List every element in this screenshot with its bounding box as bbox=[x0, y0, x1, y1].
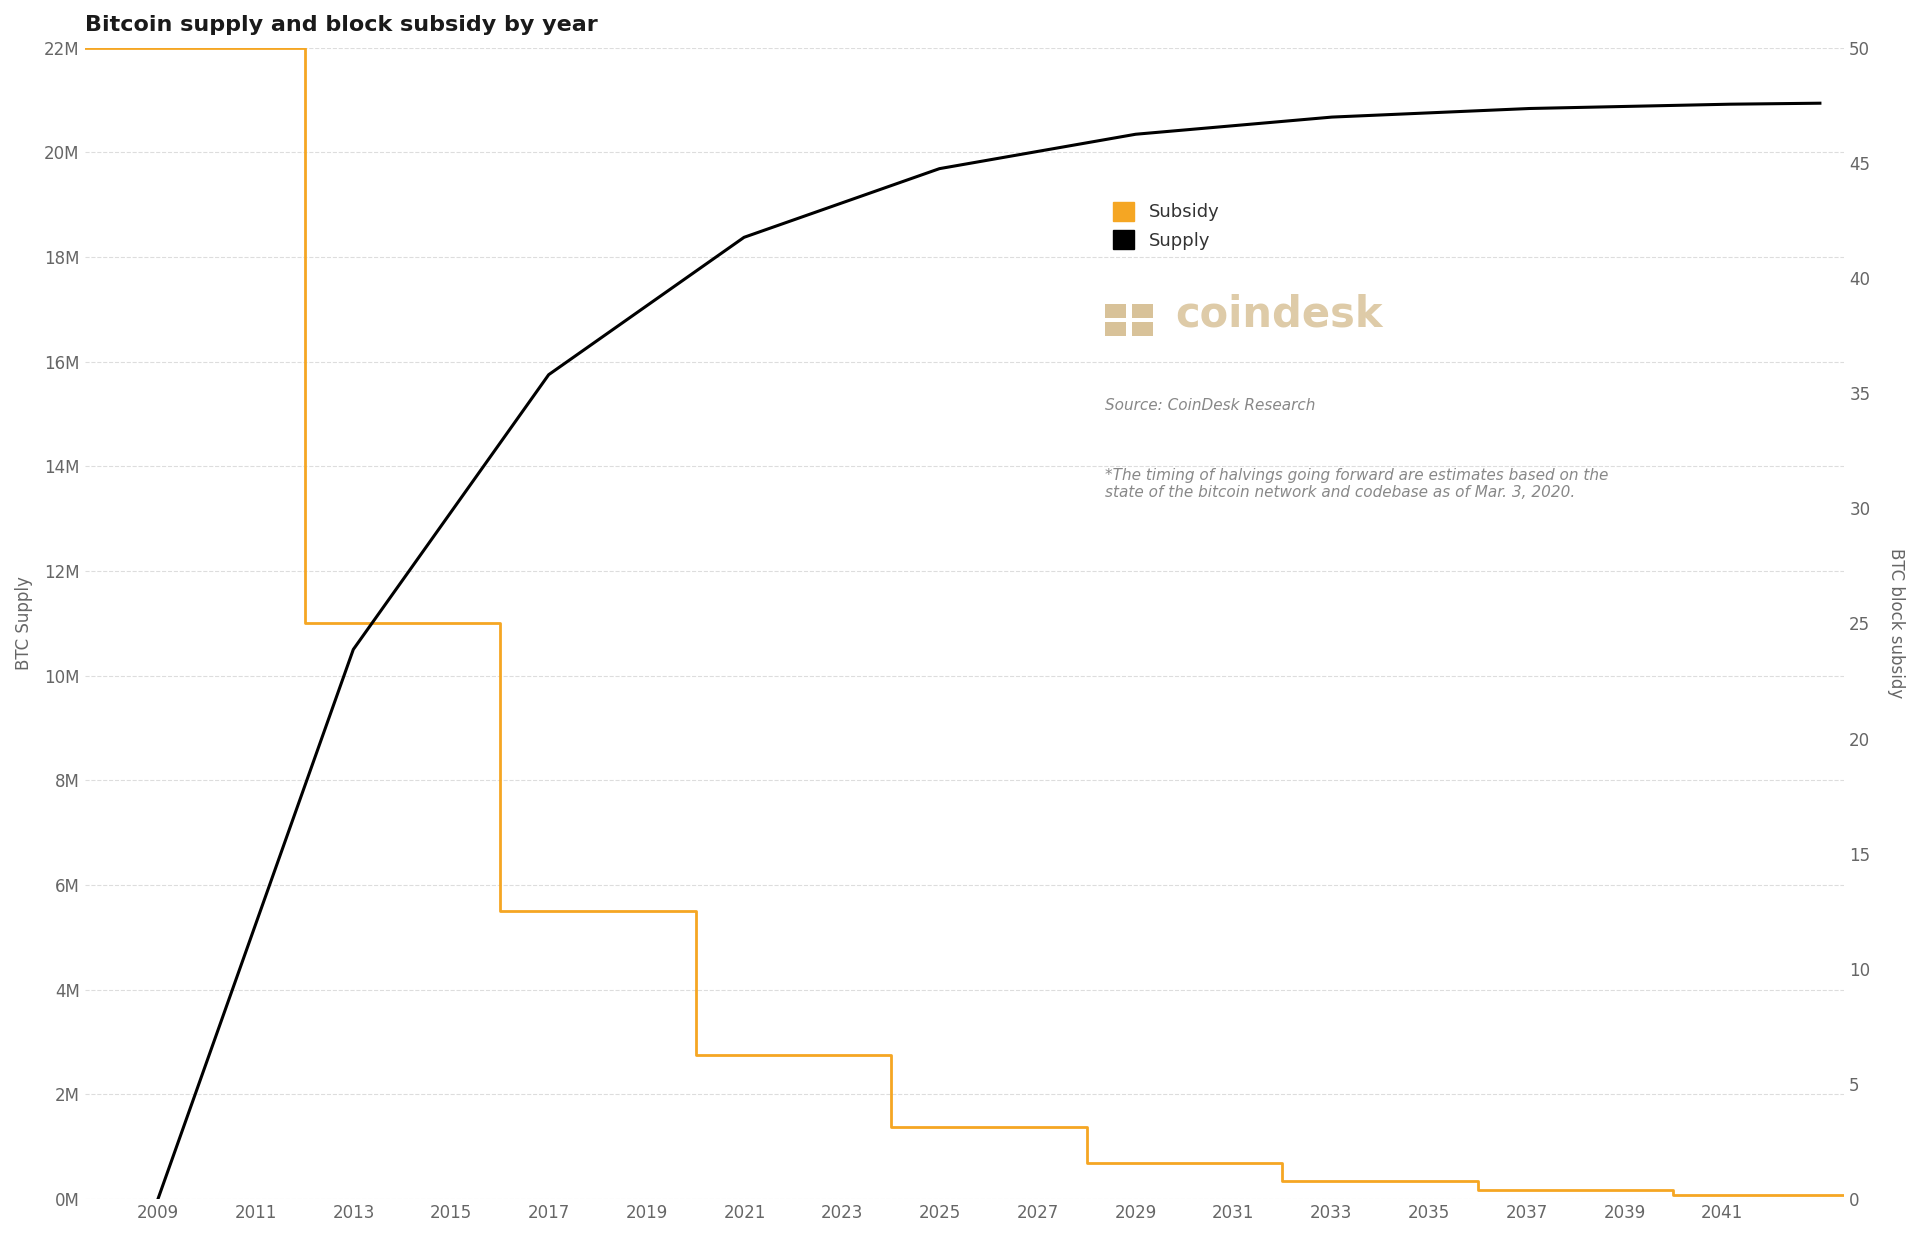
Legend: Subsidy, Supply: Subsidy, Supply bbox=[1106, 195, 1227, 257]
FancyBboxPatch shape bbox=[1106, 304, 1127, 318]
Text: coindesk: coindesk bbox=[1175, 293, 1382, 335]
Y-axis label: BTC block subsidy: BTC block subsidy bbox=[1887, 548, 1905, 699]
Text: *The timing of halvings going forward are estimates based on the
state of the bi: *The timing of halvings going forward ar… bbox=[1106, 468, 1609, 500]
FancyBboxPatch shape bbox=[1131, 304, 1152, 318]
FancyBboxPatch shape bbox=[1106, 322, 1127, 335]
Text: Source: CoinDesk Research: Source: CoinDesk Research bbox=[1106, 398, 1315, 413]
Text: Bitcoin supply and block subsidy by year: Bitcoin supply and block subsidy by year bbox=[84, 15, 597, 35]
FancyBboxPatch shape bbox=[1131, 322, 1152, 335]
Y-axis label: BTC Supply: BTC Supply bbox=[15, 576, 33, 670]
